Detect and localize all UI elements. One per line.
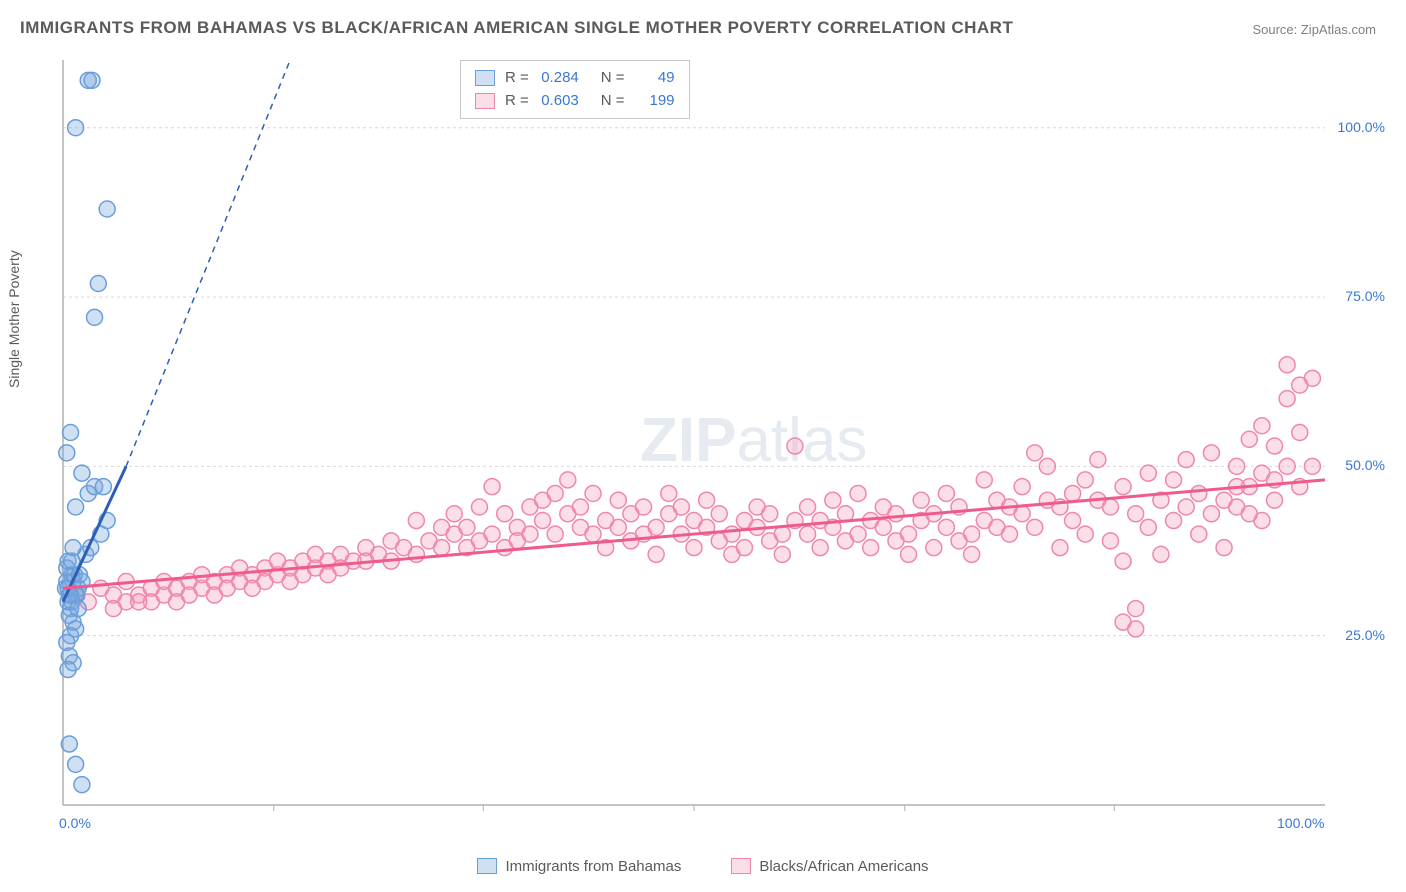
legend-correlation-box: R = 0.284 N = 49 R = 0.603 N = 199 [460,60,690,119]
x-tick-label: 0.0% [59,815,91,831]
legend-series-label: Immigrants from Bahamas [505,858,681,875]
legend-swatch [475,70,495,86]
y-tick-label: 25.0% [1345,627,1385,643]
legend-r-value: 0.603 [539,90,579,113]
legend-correlation-row: R = 0.603 N = 199 [475,90,675,113]
legend-n-label: N = [601,90,625,113]
y-tick-label: 75.0% [1345,288,1385,304]
chart-title: IMMIGRANTS FROM BAHAMAS VS BLACK/AFRICAN… [20,18,1013,38]
legend-series-item: Blacks/African Americans [731,858,928,875]
legend-swatch [731,858,751,874]
legend-correlation-row: R = 0.284 N = 49 [475,67,675,90]
legend-bottom: Immigrants from Bahamas Blacks/African Am… [0,858,1406,879]
y-axis-label: Single Mother Poverty [6,250,22,388]
legend-r-label: R = [505,90,529,113]
legend-r-label: R = [505,67,529,90]
legend-r-value: 0.284 [539,67,579,90]
legend-n-value: 199 [635,90,675,113]
legend-series-item: Immigrants from Bahamas [477,858,681,875]
scatter-plot-svg [55,55,1385,845]
legend-swatch [477,858,497,874]
x-tick-label: 100.0% [1277,815,1324,831]
chart-area: 25.0% 50.0% 75.0% 100.0% 0.0% 100.0% [55,55,1385,845]
y-tick-label: 100.0% [1338,119,1385,135]
legend-series-label: Blacks/African Americans [759,858,928,875]
y-tick-label: 50.0% [1345,457,1385,473]
legend-n-value: 49 [635,67,675,90]
source-attribution: Source: ZipAtlas.com [1252,22,1376,37]
legend-n-label: N = [601,67,625,90]
legend-swatch [475,93,495,109]
